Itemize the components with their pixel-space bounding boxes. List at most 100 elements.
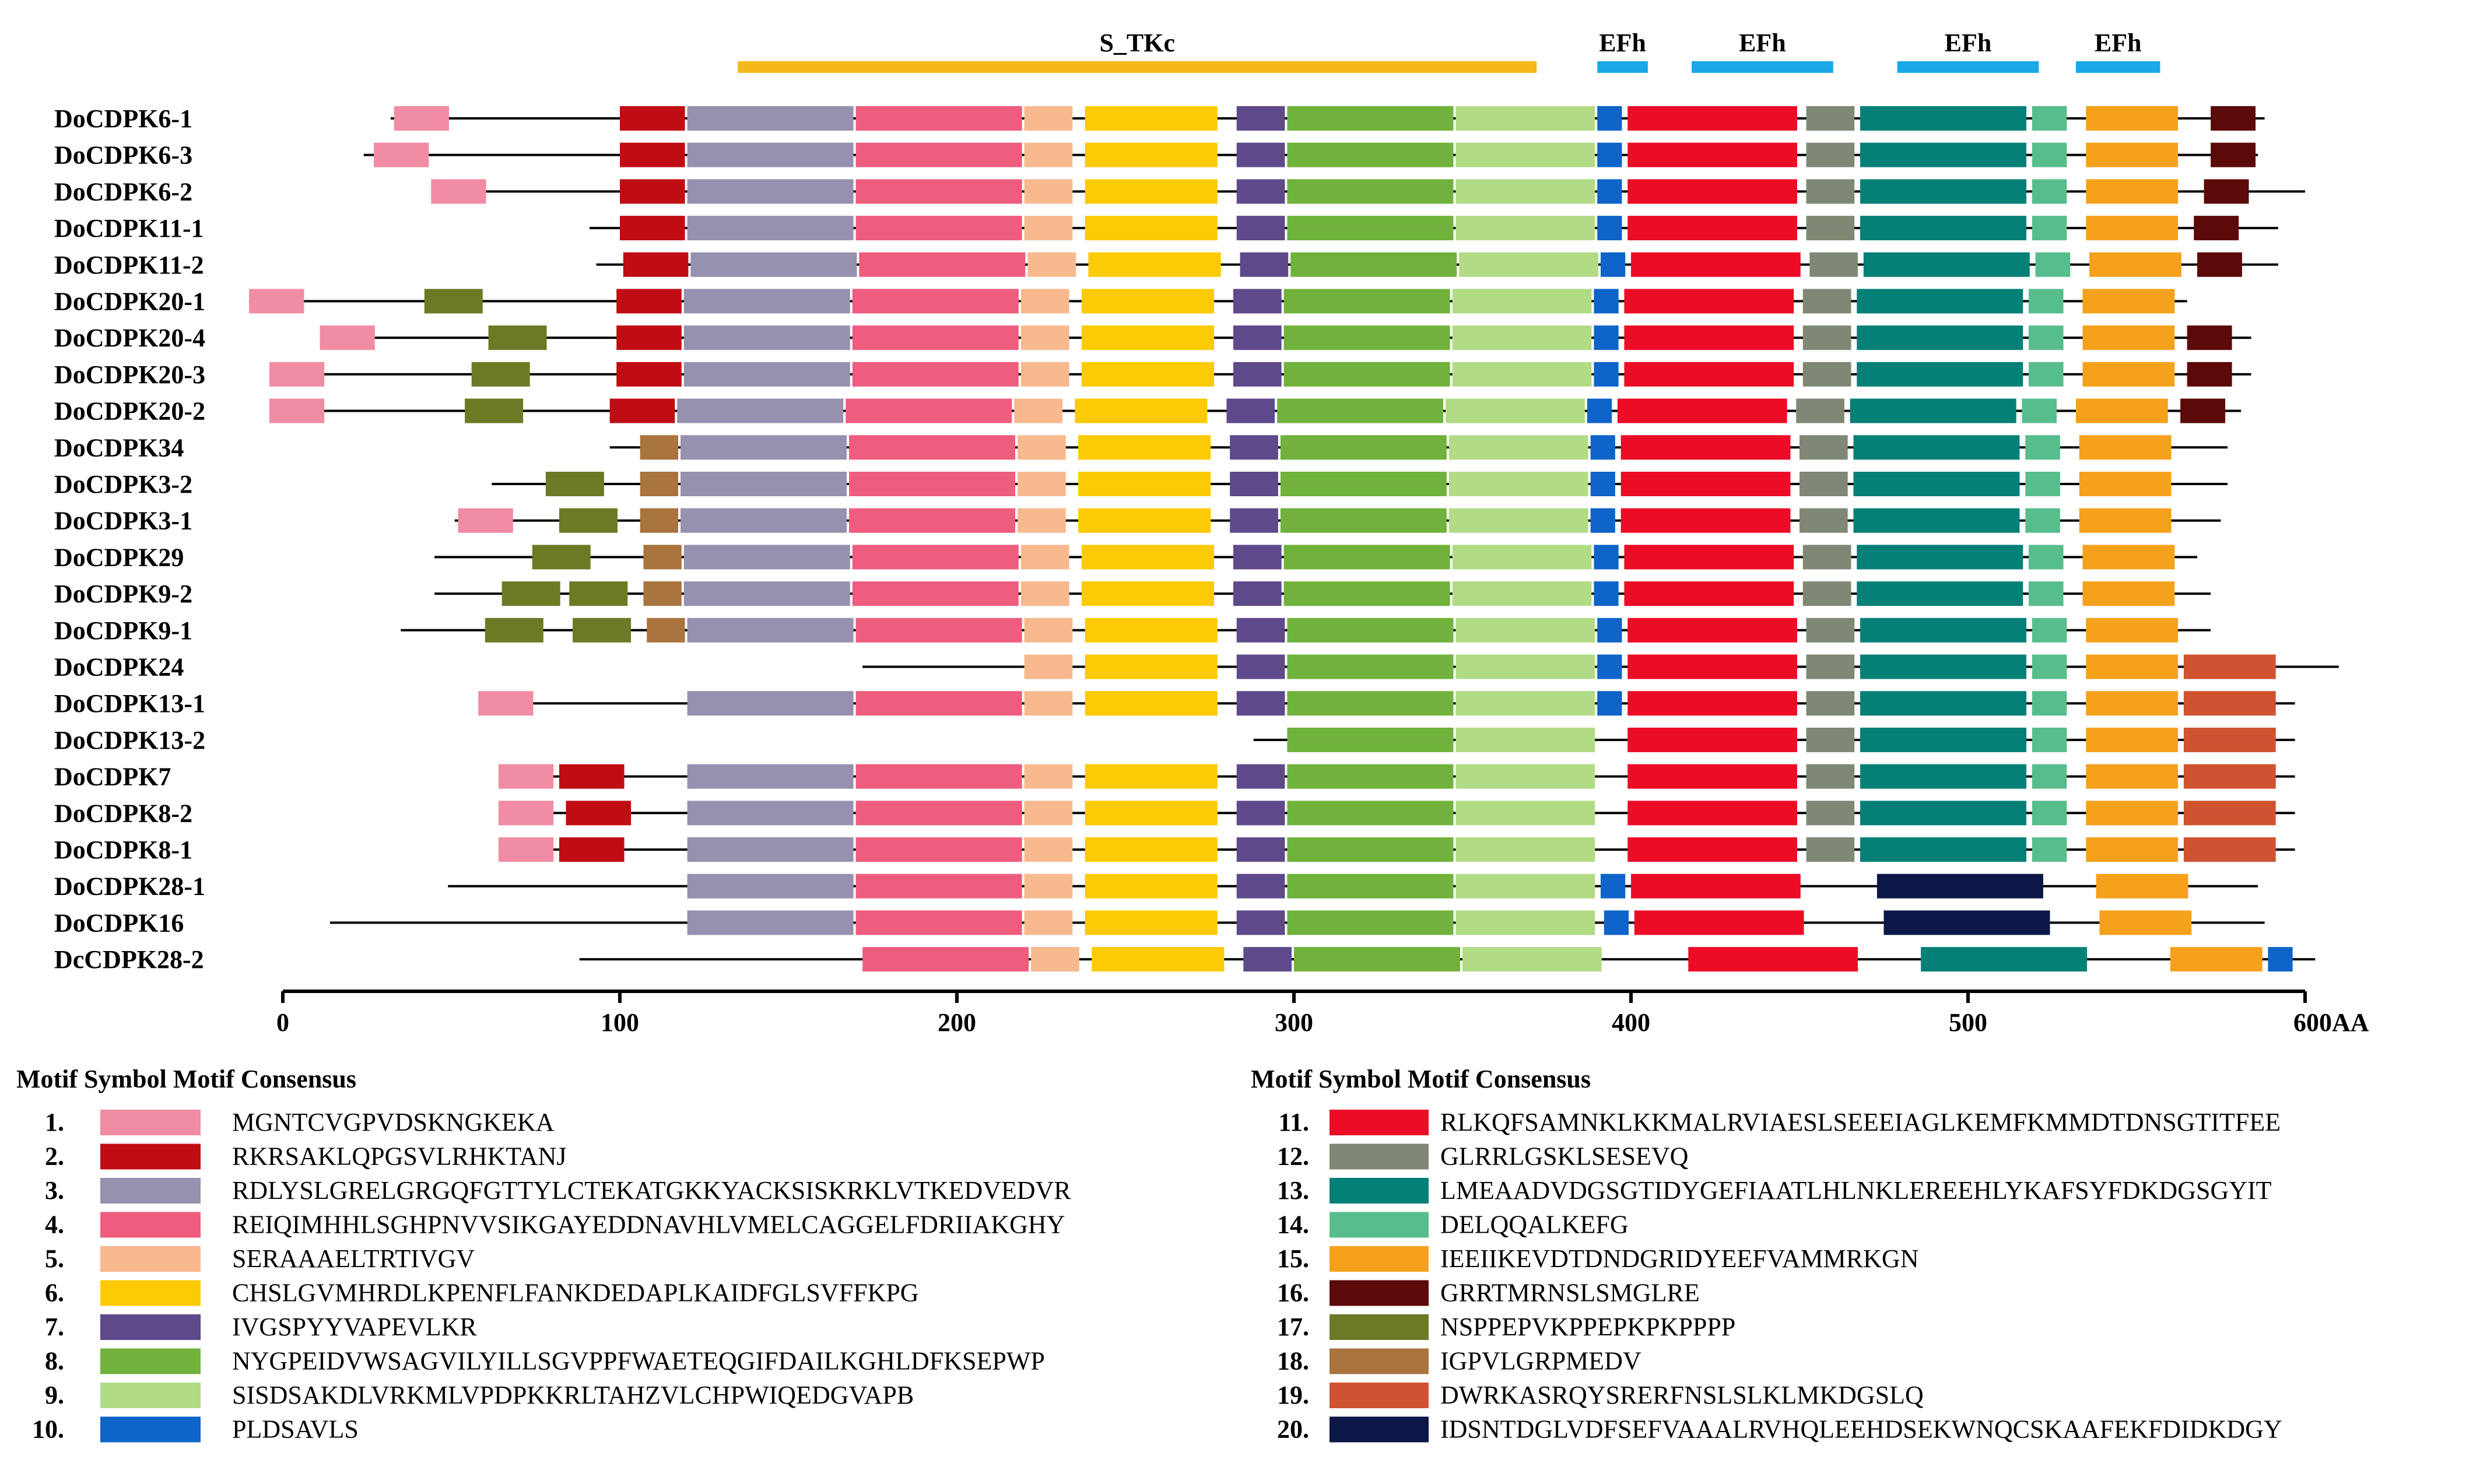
tick-label: 200 [938, 1008, 976, 1037]
motif-box-5 [1024, 179, 1073, 204]
motif-box-8 [1287, 691, 1454, 716]
gene-row: DoCDPK8-1 [54, 836, 2295, 864]
motif-box-11 [1627, 801, 1797, 826]
legend-swatch [1330, 1348, 1429, 1374]
legend-number: 18. [1277, 1347, 1309, 1376]
motif-box-7 [1243, 947, 1292, 972]
legend-number: 7. [45, 1313, 64, 1341]
legend-number: 4. [45, 1211, 64, 1239]
motif-box-7 [1236, 654, 1285, 679]
legend-consensus: IVGSPYYVAPEVLKR [232, 1313, 477, 1341]
motif-box-9 [1452, 289, 1592, 314]
motif-box-5 [1020, 289, 1069, 314]
motif-box-11 [1627, 691, 1797, 716]
legend-number: 16. [1277, 1279, 1309, 1307]
motif-box-7 [1236, 142, 1285, 167]
motif-box-11 [1627, 654, 1797, 679]
motif-box-8 [1287, 216, 1454, 241]
legend-number: 3. [45, 1176, 64, 1205]
motif-box-13 [1860, 837, 2027, 862]
motif-box-9 [1455, 618, 1595, 643]
motif-box-8 [1287, 873, 1454, 899]
motif-box-5 [1024, 764, 1073, 789]
motif-box-11 [1627, 142, 1797, 167]
motif-box-15 [2086, 654, 2179, 679]
motif-box-3 [680, 508, 847, 533]
legend-header-right: Motif Symbol Motif Consensus [1251, 1065, 1591, 1093]
domain-label-3: EFh [1945, 29, 1992, 57]
motif-box-8 [1287, 801, 1454, 826]
motif-box-5 [1024, 106, 1073, 131]
motif-box-13 [1860, 727, 2027, 752]
motif-box-14 [2022, 398, 2057, 423]
motif-box-3 [680, 472, 847, 496]
motif-box-7 [1236, 873, 1285, 899]
motif-box-19 [2183, 764, 2276, 789]
motif-box-4 [855, 142, 1022, 167]
motif-box-16 [2187, 362, 2232, 387]
motif-box-16 [2180, 398, 2226, 423]
gene-row: DcCDPK28-2 [54, 945, 2316, 974]
motif-box-17 [532, 545, 591, 570]
motif-box-17 [545, 472, 604, 496]
motif-box-11 [1627, 837, 1797, 862]
domain-bar-1 [1597, 61, 1648, 73]
motif-box-14 [2032, 179, 2067, 204]
motif-box-10 [2268, 947, 2293, 972]
motif-box-7 [1236, 179, 1285, 204]
motif-box-5 [1018, 508, 1066, 533]
gene-label: DoCDPK8-2 [54, 799, 192, 827]
tick-label: 100 [601, 1008, 639, 1037]
motif-box-12 [1806, 106, 1855, 131]
motif-box-10 [1590, 435, 1615, 460]
gene-label: DoCDPK8-1 [54, 836, 192, 864]
domain-bar-3 [1897, 61, 2039, 73]
motif-box-8 [1287, 179, 1454, 204]
gene-label: DoCDPK28-1 [54, 872, 205, 901]
legend-number: 12. [1277, 1142, 1309, 1171]
motif-box-3 [687, 873, 854, 899]
motif-box-13 [1853, 508, 2020, 533]
motif-box-2 [616, 362, 682, 387]
motif-box-4 [855, 691, 1022, 716]
motif-box-15 [2086, 106, 2179, 131]
motif-box-18 [643, 581, 682, 606]
motif-box-4 [852, 581, 1019, 606]
motif-box-6 [1088, 252, 1221, 277]
motif-box-13 [1860, 618, 2027, 643]
motif-box-14 [2029, 289, 2064, 314]
motif-box-8 [1294, 947, 1460, 972]
motif-box-3 [683, 325, 850, 350]
motif-box-11 [1627, 179, 1797, 204]
gene-row: DoCDPK6-2 [54, 177, 2305, 206]
motif-box-8 [1283, 362, 1450, 387]
motif-box-6 [1092, 947, 1225, 972]
legend-consensus: IDSNTDGLVDFSEFVAAALRVHQLEEHDSEKWNQCSKAAF… [1440, 1415, 2282, 1444]
legend-consensus: NYGPEIDVWSAGVILYILLSGVPPFWAETEQGIFDAILKG… [232, 1347, 1045, 1376]
legend-swatch [1330, 1416, 1429, 1443]
motif-box-14 [2032, 837, 2067, 862]
legend-swatch [1330, 1178, 1429, 1204]
motif-box-11 [1631, 873, 1801, 899]
motif-box-9 [1446, 398, 1585, 423]
motif-box-8 [1287, 837, 1454, 862]
legend-number: 2. [45, 1142, 64, 1171]
gene-label: DoCDPK9-2 [54, 580, 192, 608]
legend-swatch [100, 1348, 201, 1374]
motif-box-14 [2032, 106, 2067, 131]
legend-consensus: NSPPEPVKPPEPKPKPPPP [1440, 1313, 1735, 1341]
motif-box-13 [1857, 362, 2023, 387]
motif-box-11 [1617, 398, 1787, 423]
motif-box-15 [2089, 252, 2181, 277]
motif-box-5 [1024, 618, 1073, 643]
motif-box-13 [1857, 545, 2023, 570]
motif-box-16 [2204, 179, 2249, 204]
domain-bar-4 [2075, 61, 2160, 73]
motif-box-11 [1624, 581, 1794, 606]
motif-box-6 [1085, 764, 1218, 789]
legend-consensus: DWRKASRQYSRERFNSLSLKLMKDGSLQ [1440, 1381, 1924, 1409]
motif-box-2 [620, 142, 685, 167]
motif-box-8 [1280, 508, 1447, 533]
legend-swatch [100, 1314, 201, 1340]
motif-box-3 [687, 106, 854, 131]
